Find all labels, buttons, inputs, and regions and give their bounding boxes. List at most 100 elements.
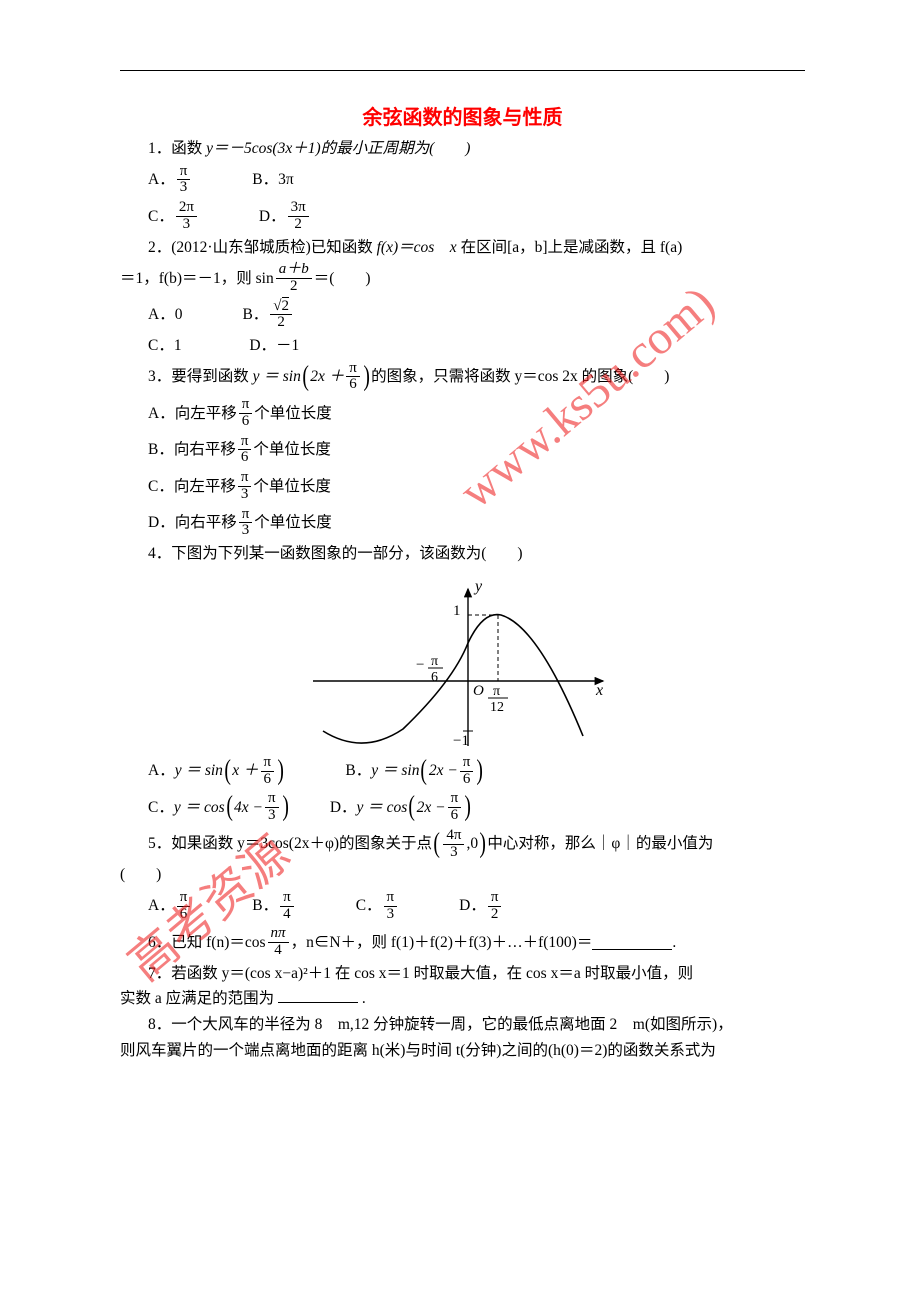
q1-B-label: B． [252,167,278,193]
fig-pi12-den: 12 [490,700,504,715]
q3-stem: 3．要得到函数 y ＝ sin ( 2x ＋ π 6 ) 的图象，只需将函数 y… [120,359,805,396]
q3-D-post: 个单位长度 [254,510,332,536]
doc-title: 余弦函数的图象与性质 [120,101,805,130]
q5-B-frac: π4 [280,890,294,923]
q6-blank [592,935,672,951]
q2-sin-num: a＋b [276,262,312,278]
q7-blank [278,988,358,1004]
q6-tail: . [672,930,676,956]
q4-C-num: π [265,791,279,807]
q5-A-num: π [177,890,191,906]
q3-A: A．向左平移 π6 个单位长度 [120,395,805,432]
q3-A-pre: A．向左平移 [148,401,237,427]
q6-stem-a: 6．已知 f(n)＝ [148,930,245,956]
q5-B-den: 4 [280,906,294,923]
q3-C-num: π [238,470,252,486]
q4-B-inner: 2x − [429,758,458,784]
q5-opts: A． π6 B． π4 C． π3 D． π2 [120,888,805,925]
q3-A-frac: π6 [239,397,253,430]
q7-tail: . [362,990,366,1007]
q5-pt-num: 4π [443,828,464,844]
rparen-icon: ) [282,796,289,818]
q4-B-frac: π6 [460,755,474,788]
q4-A-inner: x ＋ [232,758,258,784]
q6-den: 4 [268,942,289,959]
q5-D-den: 2 [488,906,502,923]
q3-D-num: π [239,507,253,523]
q4-D-inner: 2x − [417,795,446,821]
q4-A-expr: y ＝ sin [175,758,223,784]
q4-D-frac: π6 [448,791,462,824]
q3-C-pre: C．向左平移 [148,474,236,500]
q4-D-den: 6 [448,807,462,824]
q2-B-label: B． [242,302,268,328]
q1-row-cd: C． 2π 3 D． 3π 2 [120,198,805,235]
q4-A-den: 6 [261,771,275,788]
q4-D-label: D． [330,795,357,821]
q5-A-den: 6 [177,906,191,923]
q2-stem-l2: ＝1，f(b)＝－1，则 sin a＋b 2 ＝( ) [120,260,805,297]
fig-pi6-num: π [431,654,438,669]
q2-C: C．1 [148,337,182,354]
q3-B-post: 个单位长度 [253,437,331,463]
q1-C-frac: 2π 3 [176,200,197,233]
q1-A-frac: π 3 [177,164,191,197]
q3-stem-b: 的图象，只需将函数 y＝cos 2x 的图象( ) [371,364,669,390]
fig-x-label: x [595,682,603,699]
q2-stem-c: 在区间[a，b]上是减函数，且 f(a) [457,239,683,256]
q3-D-pre: D．向右平移 [148,510,237,536]
q5-C-frac: π3 [384,890,398,923]
fig-negsign: − [416,657,424,673]
q5-l2: ( ) [120,862,805,888]
lparen-icon: ( [224,760,231,782]
lparen-icon: ( [421,760,428,782]
q2-stem-l1: 2．(2012·山东邹城质检)已知函数 f(x)＝cos x 在区间[a，b]上… [120,235,805,261]
q1-A-den: 3 [177,179,191,196]
q3-yeq: y ＝ sin [253,364,301,390]
fig-pi12-num: π [493,684,500,699]
q1-B-val: 3π [278,167,294,193]
q1-C-label: C． [148,204,174,230]
q4-A-frac: π6 [261,755,275,788]
lparen-icon: ( [302,366,309,388]
q2-B-den: 2 [270,314,292,331]
q4-C-inner: 4x − [234,795,263,821]
fig-y-label: y [473,578,483,595]
q3-D-den: 3 [239,522,253,539]
q3-B-pre: B．向右平移 [148,437,236,463]
q5-pt-den: 3 [443,844,464,861]
q1-expr: y＝－5cos(3x＋1)的最小正周期为( ) [206,140,470,157]
q3-B: B．向右平移 π6 个单位长度 [120,432,805,469]
q1-D-num: 3π [288,200,309,216]
q5-A-frac: π6 [177,890,191,923]
rparen-icon: ) [465,796,472,818]
q2-sin-frac: a＋b 2 [276,262,312,295]
q3-arg-den: 6 [346,376,360,393]
q2-eq-tail: ＝( ) [314,266,371,292]
q2-B-num: √2 [270,299,292,315]
q5-pt-frac: 4π3 [443,828,464,861]
q2-B-frac: √2 2 [270,299,292,332]
q1-D-den: 2 [288,216,309,233]
q4-C-den: 3 [265,807,279,824]
q3-A-post: 个单位长度 [254,401,332,427]
rparen-icon: ) [477,760,484,782]
q4-B-expr: y ＝ sin [371,758,419,784]
q4-D-expr: y ＝ cos [357,795,408,821]
q1-C-den: 3 [176,216,197,233]
q5-A-label: A． [148,893,175,919]
q3-C-post: 个单位长度 [253,474,331,500]
q2-l2a: ＝1，f(b)＝－1，则 [120,266,252,292]
q4-A-label: A． [148,758,175,784]
q4-C-frac: π3 [265,791,279,824]
q4-row-cd: C． y ＝ cos ( 4x − π3 ) D． y ＝ cos ( 2x −… [120,789,805,826]
q2-sin: sin [256,266,274,292]
q8-l1: 8．一个大风车的半径为 8 m,12 分钟旋转一周，它的最低点离地面 2 m(如… [120,1012,805,1038]
q2-stem-b: f(x)＝cos x [377,239,457,256]
q8-l2: 则风车翼片的一个端点离地面的距离 h(米)与时间 t(分钟)之间的(h(0)＝2… [120,1038,805,1064]
q6-num: nπ [268,926,289,942]
q4-B-label: B． [345,758,371,784]
q3-B-num: π [238,434,252,450]
q5-B-label: B． [252,893,278,919]
q5-C-num: π [384,890,398,906]
